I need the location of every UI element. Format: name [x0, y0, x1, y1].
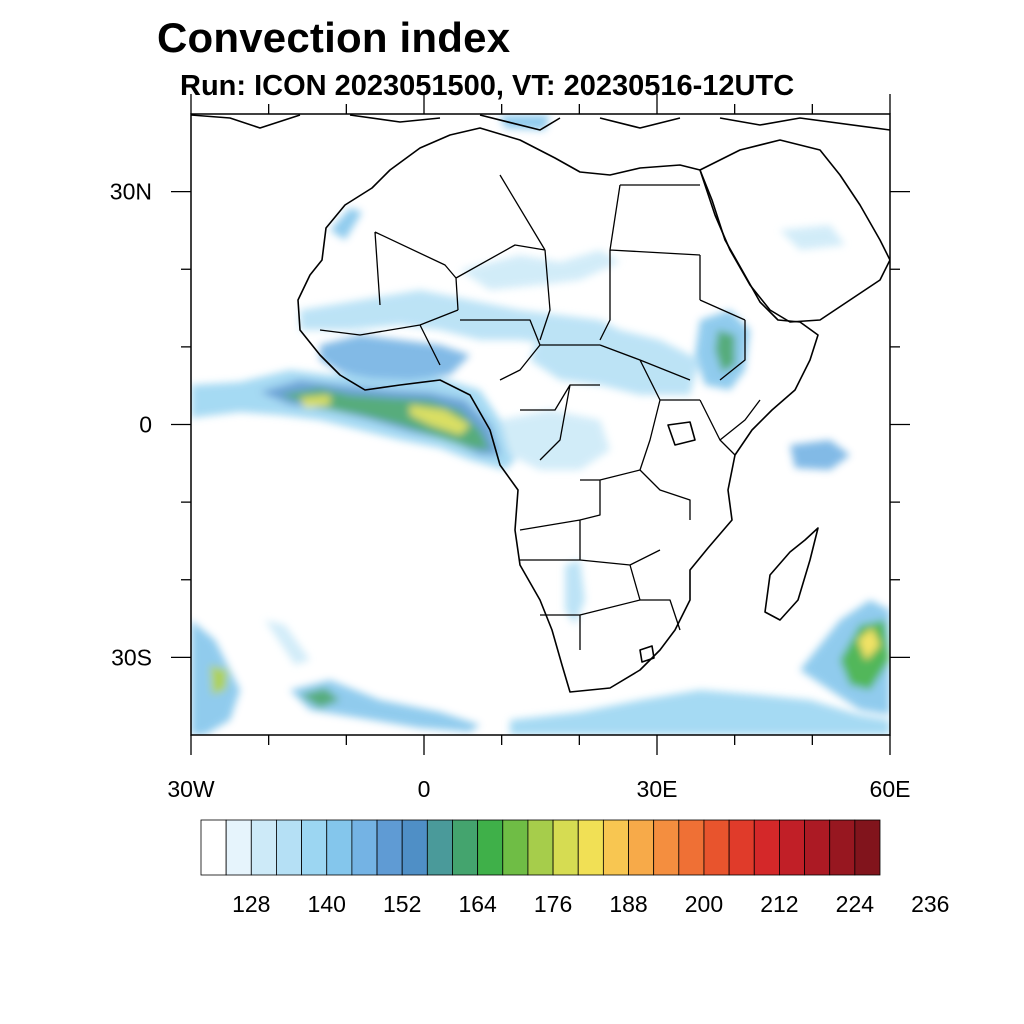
colorbar-swatch [401, 819, 428, 876]
colorbar-label: 176 [534, 891, 572, 917]
convection-far-southwest-core [210, 665, 228, 695]
colorbar-swatch [678, 819, 705, 876]
lon-label: 0 [418, 776, 431, 802]
convection-south-atlantic-streak [265, 620, 310, 665]
colorbar-label: 200 [685, 891, 723, 917]
lat-label: 30N [110, 179, 152, 205]
convection-indian-ocean-equator [790, 440, 850, 470]
colorbar-swatch [653, 819, 680, 876]
colorbar-label: 188 [609, 891, 647, 917]
europe-coast [191, 114, 890, 131]
colorbar-swatch [552, 819, 579, 876]
convection-core-yellow [300, 395, 470, 435]
colorbar-swatch [200, 819, 227, 876]
axis-ticks [171, 94, 910, 755]
colorbar-swatch [225, 819, 252, 876]
colorbar-swatch [703, 819, 730, 876]
convection-med [500, 115, 550, 130]
chart-subtitle: Run: ICON 2023051500, VT: 20230516-12UTC [180, 70, 795, 102]
convection-south-atlantic-core [300, 688, 340, 708]
arabian-peninsula-coast [699, 139, 890, 323]
colorbar-label: 236 [911, 891, 949, 917]
colorbar-swatch [326, 819, 353, 876]
colorbar-swatch [426, 819, 453, 876]
convection-sw-indian-yellow [858, 628, 880, 660]
convection-field [191, 115, 890, 735]
colorbar-swatch [250, 819, 277, 876]
convection-central-africa [530, 325, 700, 395]
convection-south-atlantic-band [290, 680, 480, 732]
convection-core-green [280, 388, 490, 450]
colorbar-label: 212 [760, 891, 798, 917]
colorbar-swatch [376, 819, 403, 876]
africa-coastline [297, 127, 819, 693]
convection-sahel-west [320, 335, 470, 380]
convection-ethiopia-core [715, 330, 735, 372]
colorbar-swatch [502, 819, 529, 876]
colorbar-label: 164 [458, 891, 497, 917]
lat-label: 0 [139, 412, 152, 438]
colorbar-swatch [804, 819, 831, 876]
colorbar-swatch [829, 819, 856, 876]
axis-labels: 30W 0 30E 60E 30N 0 30S [110, 179, 911, 802]
convection-east-sahara [780, 225, 845, 250]
lon-label: 30E [637, 776, 678, 802]
lon-label: 30W [167, 776, 215, 802]
colorbar-swatch [577, 819, 604, 876]
colorbar-label: 224 [836, 891, 875, 917]
colorbar-swatch [276, 819, 302, 876]
colorbar-swatch [452, 819, 479, 876]
chart-title: Convection index [157, 14, 511, 61]
colorbar-swatch [301, 819, 328, 876]
madagascar-coast [764, 527, 819, 621]
convection-congo [500, 410, 610, 470]
colorbar-swatch [477, 819, 504, 876]
colorbar-label: 140 [308, 891, 346, 917]
colorbar-swatch [854, 819, 881, 876]
lake-victoria [667, 421, 696, 446]
lon-label: 60E [870, 776, 911, 802]
colorbar-swatch [602, 819, 629, 876]
convection-namibia [565, 560, 585, 625]
lesotho [639, 645, 655, 663]
colorbar-swatch [351, 819, 378, 876]
colorbar-swatch [728, 819, 755, 876]
colorbar-label: 128 [232, 891, 270, 917]
colorbar: 128 140 152 164 176 188 200 212 224 236 [200, 819, 949, 917]
colorbar-label: 152 [383, 891, 421, 917]
colorbar-swatch [753, 819, 780, 876]
convection-morocco-streak [330, 208, 362, 240]
lat-label: 30S [111, 644, 152, 670]
convection-southern-ocean [510, 690, 890, 735]
country-borders [319, 174, 761, 650]
colorbar-swatch [628, 819, 655, 876]
map-outlines [191, 114, 890, 693]
convection-sahara-streak [460, 250, 620, 290]
colorbar-swatch [527, 819, 554, 876]
colorbar-swatch [779, 819, 805, 876]
